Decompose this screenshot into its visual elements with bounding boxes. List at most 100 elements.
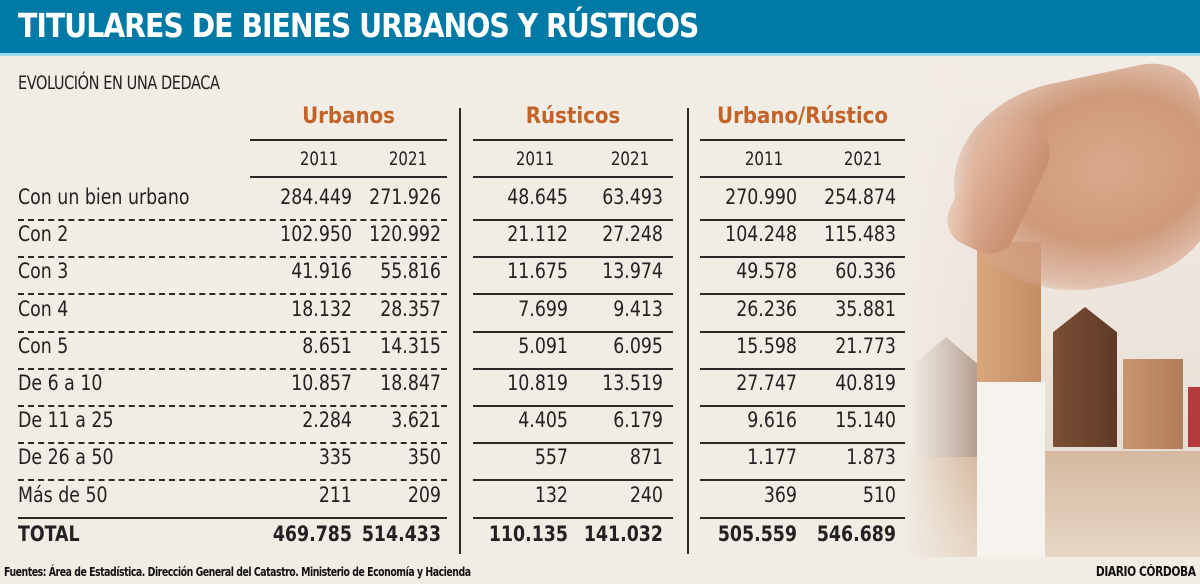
table-cell: 335	[318, 445, 352, 470]
table-cell: 4.405	[518, 408, 568, 433]
table-cell: 102.950	[280, 222, 352, 247]
row-label: Con un bien urbano	[18, 185, 190, 209]
table-cell: 28.357	[380, 296, 441, 321]
house-block-dark	[1053, 307, 1117, 447]
table-cell: 35.881	[835, 296, 896, 321]
row-divider	[18, 330, 447, 333]
row-divider	[700, 479, 905, 482]
year-rule	[473, 176, 673, 178]
year-header: 2021	[610, 148, 650, 170]
house-block-white	[977, 382, 1045, 557]
table-cell: 18.847	[380, 371, 441, 395]
table-cell: 8.651	[302, 333, 352, 358]
table-cell: 60.336	[835, 259, 896, 284]
table-cell: 209	[407, 482, 441, 507]
total-cell: 110.135	[488, 521, 568, 546]
table-cell: 871	[629, 445, 663, 470]
group-title-0: Urbanos	[302, 104, 395, 129]
table-cell: 26.236	[736, 296, 797, 321]
row-divider	[700, 256, 905, 259]
house-block-medium	[1123, 359, 1183, 449]
row-divider	[700, 219, 905, 221]
table-cell: 21.773	[835, 333, 896, 358]
row-divider	[18, 367, 447, 370]
group-rule	[250, 139, 447, 141]
table-cell: 1.873	[846, 445, 896, 470]
table-cell: 14.315	[380, 333, 441, 358]
year-header: 2011	[744, 148, 784, 170]
year-rule	[250, 176, 447, 178]
table-cell: 18.132	[291, 296, 352, 321]
row-divider	[473, 219, 673, 221]
table-cell: 132	[534, 482, 568, 507]
table-cell: 369	[763, 482, 797, 507]
table-cell: 510	[862, 482, 896, 507]
year-rule	[700, 176, 905, 178]
house-block-red	[1188, 387, 1200, 447]
row-divider	[700, 330, 905, 333]
total-cell: 141.032	[583, 521, 663, 546]
group-title-1: Rústicos	[525, 104, 621, 129]
group-title-2: Urbano/Rústico	[716, 104, 889, 129]
table-cell: 120.992	[369, 222, 441, 247]
row-divider	[700, 516, 905, 519]
total-cell: 505.559	[717, 521, 797, 546]
table-cell: 55.816	[380, 259, 441, 284]
row-label: Con 4	[18, 296, 69, 321]
table-cell: 40.819	[835, 371, 896, 395]
table-cell: 6.179	[613, 408, 663, 433]
year-header: 2011	[299, 148, 339, 170]
table-cell: 41.916	[291, 259, 352, 284]
title-bar: TITULARES DE BIENES URBANOS Y RÚSTICOS	[0, 0, 1200, 56]
table-cell: 115.483	[824, 222, 896, 247]
group-rule	[700, 139, 905, 141]
row-divider	[473, 330, 673, 333]
table-cell: 15.598	[736, 333, 797, 358]
row-divider	[18, 405, 447, 407]
table-cell: 9.413	[613, 296, 663, 321]
total-cell: 546.689	[816, 521, 896, 546]
table-cell: 10.819	[507, 371, 568, 395]
row-divider	[18, 479, 447, 482]
table-cell: 557	[534, 445, 568, 470]
row-divider	[18, 219, 447, 221]
table-cell: 13.974	[602, 259, 663, 284]
year-header: 2021	[843, 148, 883, 170]
table-cell: 9.616	[747, 408, 797, 433]
group-rule	[473, 139, 673, 141]
row-divider	[473, 442, 673, 445]
row-divider	[700, 293, 905, 296]
table-cell: 3.621	[391, 408, 441, 433]
table-cell: 63.493	[602, 185, 663, 209]
table-cell: 104.248	[725, 222, 797, 247]
table-cell: 350	[407, 445, 441, 470]
total-cell: 514.433	[361, 521, 441, 546]
year-header: 2011	[515, 148, 555, 170]
table-cell: 48.645	[507, 185, 568, 209]
row-label: Con 2	[18, 222, 69, 247]
row-divider	[700, 367, 905, 370]
table-cell: 27.747	[736, 371, 797, 395]
table-cell: 211	[318, 482, 352, 507]
row-divider	[473, 293, 673, 296]
table-cell: 7.699	[518, 296, 568, 321]
row-divider	[473, 516, 673, 519]
table-cell: 13.519	[602, 371, 663, 395]
row-label: Con 3	[18, 259, 69, 284]
row-divider	[18, 293, 447, 296]
page-title: TITULARES DE BIENES URBANOS Y RÚSTICOS	[18, 6, 699, 45]
table-cell: 2.284	[302, 408, 352, 433]
subtitle: EVOLUCIÓN EN UNA DEDACA	[18, 72, 220, 94]
table-cell: 11.675	[507, 259, 568, 284]
table-cell: 240	[629, 482, 663, 507]
row-divider	[473, 405, 673, 407]
year-header: 2021	[388, 148, 428, 170]
row-divider	[18, 256, 447, 259]
total-cell: 469.785	[272, 521, 352, 546]
table-cell: 21.112	[507, 222, 568, 247]
column-separator	[687, 108, 689, 554]
table-cell: 284.449	[280, 185, 352, 209]
row-divider	[700, 442, 905, 445]
table-cell: 10.857	[291, 371, 352, 395]
row-label: Con 5	[18, 333, 69, 358]
